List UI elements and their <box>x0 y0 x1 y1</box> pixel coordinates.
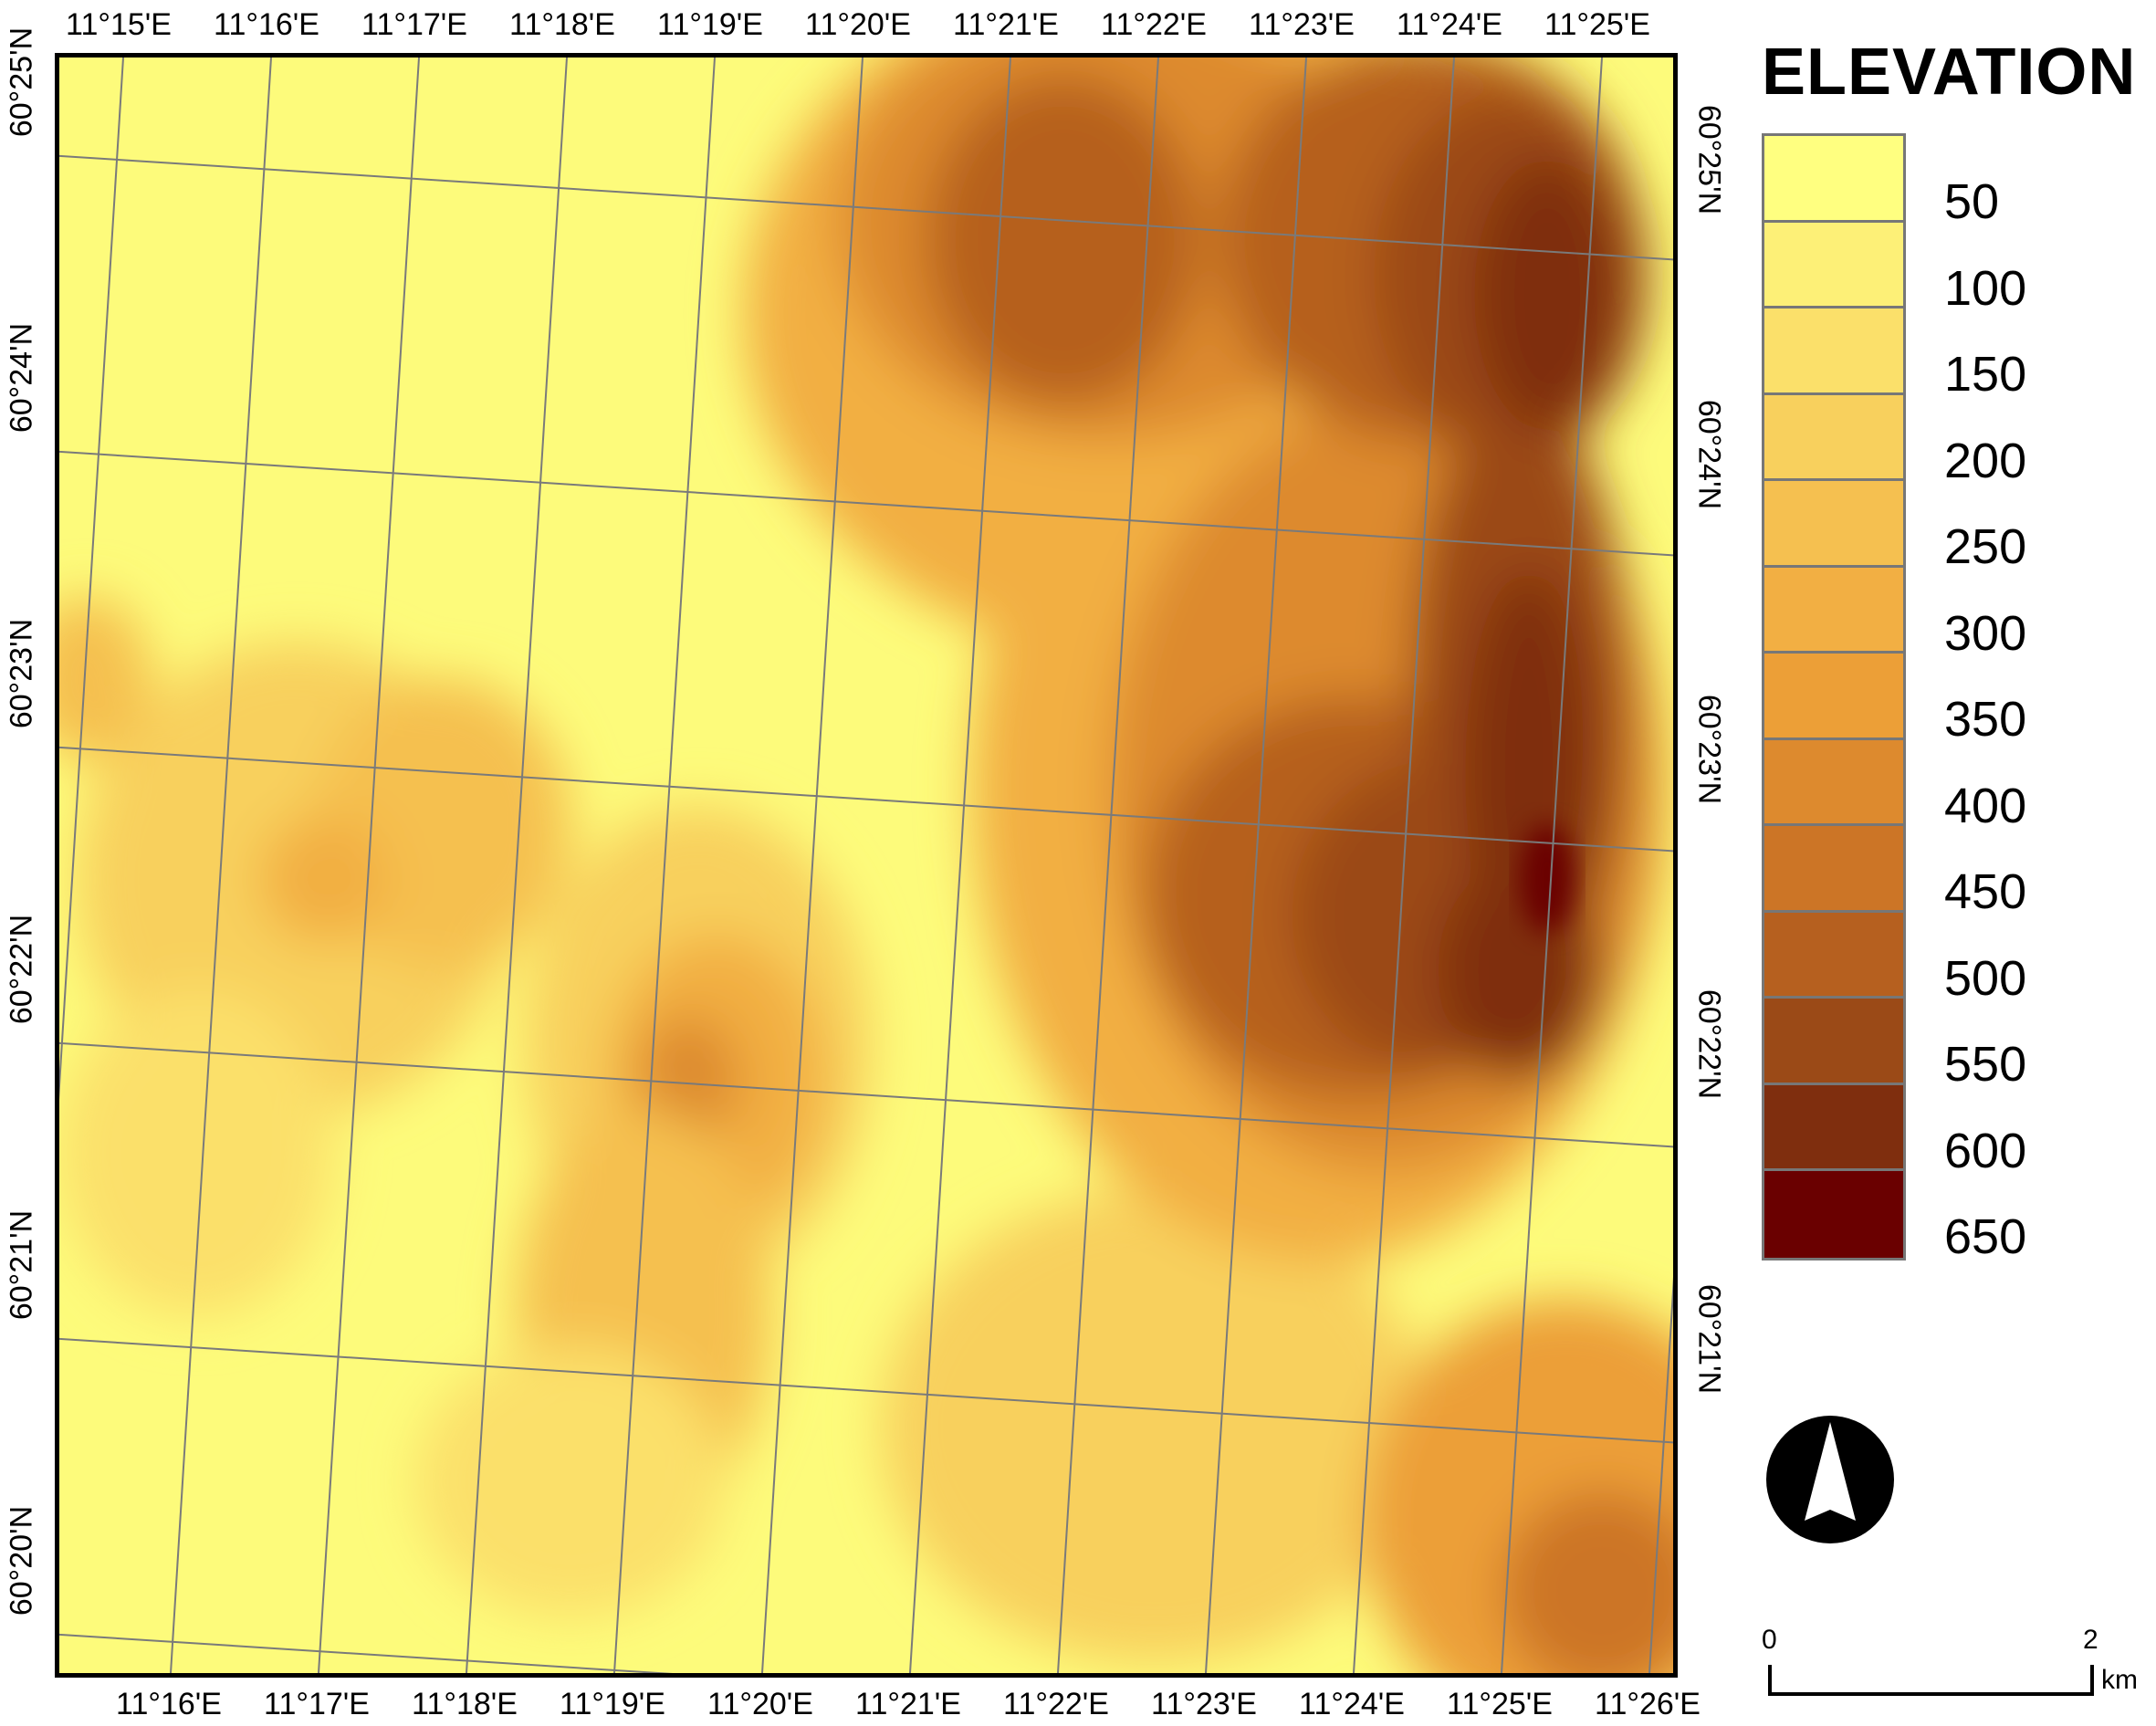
left-lat-text: 60°25'N <box>4 26 39 138</box>
bottom-lon-label: 11°16'E <box>116 1687 222 1721</box>
legend-label: 550 <box>1944 1037 2027 1092</box>
graticule <box>59 58 1673 1673</box>
elevation-map <box>59 58 1673 1673</box>
legend-swatch <box>1764 912 1903 999</box>
legend-swatch <box>1764 309 1903 395</box>
scale-bar-line <box>1768 1665 2094 1696</box>
right-lat-text: 60°25'N <box>1691 104 1727 215</box>
bottom-lon-label: 11°20'E <box>707 1687 813 1721</box>
legend-label: 300 <box>1944 605 2027 661</box>
left-lat-text: 60°21'N <box>4 1209 39 1321</box>
legend-swatches <box>1762 133 1906 1261</box>
scale-bar: 0 2 km <box>1762 1625 2138 1707</box>
legend-swatch <box>1764 826 1903 913</box>
scale-end-label: 2 <box>2083 1625 2098 1655</box>
bottom-lon-label: 11°18'E <box>412 1687 518 1721</box>
left-lat-text: 60°20'N <box>4 1505 39 1616</box>
legend-label: 250 <box>1944 519 2027 574</box>
legend-title: ELEVATION <box>1762 36 2137 109</box>
right-lat-label: 60°22'N <box>1690 989 1727 1099</box>
right-lat-label: 60°24'N <box>1690 400 1727 509</box>
legend-label: 200 <box>1944 433 2027 488</box>
top-lon-label: 11°16'E <box>214 7 319 42</box>
left-lat-label: 60°25'N <box>4 27 40 137</box>
left-lat-label: 60°23'N <box>4 619 40 728</box>
bottom-lon-label: 11°19'E <box>560 1687 665 1721</box>
map-frame[interactable] <box>55 53 1678 1678</box>
top-lon-label: 11°22'E <box>1101 7 1207 42</box>
bottom-lon-label: 11°24'E <box>1299 1687 1405 1721</box>
bottom-lon-label: 11°22'E <box>1003 1687 1109 1721</box>
right-lat-text: 60°22'N <box>1691 989 1727 1100</box>
bottom-lon-label: 11°17'E <box>264 1687 370 1721</box>
left-lat-label: 60°24'N <box>4 323 40 433</box>
legend-label: 450 <box>1944 864 2027 919</box>
legend-label: 350 <box>1944 692 2027 747</box>
right-lat-label: 60°25'N <box>1690 105 1727 214</box>
legend-swatch <box>1764 567 1903 654</box>
right-lat-text: 60°23'N <box>1691 694 1727 805</box>
bottom-lon-label: 11°21'E <box>855 1687 961 1721</box>
legend-label: 100 <box>1944 260 2027 316</box>
left-lat-text: 60°24'N <box>4 322 39 434</box>
legend-swatch <box>1764 394 1903 481</box>
legend-swatch <box>1764 739 1903 826</box>
legend-label: 500 <box>1944 950 2027 1006</box>
legend-label: 650 <box>1944 1209 2027 1264</box>
north-arrow-icon <box>1766 1416 1894 1543</box>
bottom-lon-label: 11°23'E <box>1151 1687 1257 1721</box>
top-lon-label: 11°24'E <box>1397 7 1502 42</box>
top-lon-label: 11°18'E <box>509 7 615 42</box>
legend-label: 600 <box>1944 1123 2027 1178</box>
top-lon-label: 11°19'E <box>657 7 763 42</box>
left-lat-text: 60°23'N <box>4 618 39 729</box>
top-lon-label: 11°25'E <box>1544 7 1650 42</box>
right-lat-label: 60°21'N <box>1690 1284 1727 1394</box>
legend-label: 150 <box>1944 347 2027 402</box>
legend-label: 400 <box>1944 778 2027 833</box>
left-lat-label: 60°21'N <box>4 1210 40 1320</box>
legend-label: 50 <box>1944 174 2000 229</box>
right-lat-text: 60°21'N <box>1691 1283 1727 1395</box>
right-lat-label: 60°23'N <box>1690 695 1727 804</box>
legend-swatch <box>1764 222 1903 309</box>
bottom-lon-label: 11°25'E <box>1447 1687 1553 1721</box>
top-lon-label: 11°21'E <box>953 7 1059 42</box>
legend-swatch <box>1764 481 1903 568</box>
legend-swatch <box>1764 136 1903 223</box>
legend-swatch <box>1764 1171 1903 1258</box>
bottom-lon-label: 11°26'E <box>1595 1687 1701 1721</box>
right-lat-text: 60°24'N <box>1691 399 1727 510</box>
scale-unit-label: km <box>2101 1665 2138 1695</box>
left-lat-label: 60°22'N <box>4 915 40 1024</box>
legend-swatch <box>1764 999 1903 1085</box>
left-lat-text: 60°22'N <box>4 914 39 1025</box>
top-lon-label: 11°23'E <box>1249 7 1355 42</box>
top-lon-label: 11°15'E <box>66 7 172 42</box>
top-lon-label: 11°17'E <box>361 7 467 42</box>
legend-swatch <box>1764 1084 1903 1171</box>
legend-swatch <box>1764 654 1903 740</box>
scale-start-label: 0 <box>1762 1625 1777 1655</box>
left-lat-label: 60°20'N <box>4 1506 40 1616</box>
top-lon-label: 11°20'E <box>805 7 911 42</box>
